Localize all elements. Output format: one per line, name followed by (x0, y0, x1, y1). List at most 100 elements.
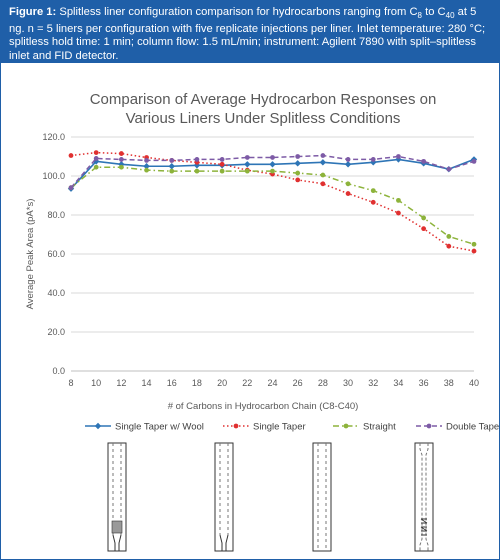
x-tick-label: 26 (293, 378, 303, 388)
y-axis-label: Average Peak Area (pA*s) (25, 199, 36, 310)
data-point (219, 157, 225, 162)
caption-sub-b: 40 (445, 11, 455, 21)
data-point (295, 170, 301, 176)
data-point (370, 157, 376, 162)
data-point (244, 161, 251, 168)
data-point (93, 164, 99, 170)
data-point (144, 167, 149, 173)
x-tick-label: 20 (217, 378, 227, 388)
data-point (471, 158, 477, 164)
data-point (93, 150, 99, 156)
data-point (370, 188, 376, 194)
x-tick-label: 32 (368, 378, 378, 388)
x-tick-label: 8 (68, 378, 73, 388)
data-point (68, 153, 74, 158)
data-point (344, 161, 352, 168)
legend-label: Double Taper Cyclo (446, 422, 499, 433)
data-point (471, 248, 477, 254)
x-axis-label: # of Carbons in Hydrocarbon Chain (C8-C4… (168, 401, 359, 412)
x-tick-label: 14 (142, 378, 152, 388)
data-point (219, 168, 225, 174)
data-point (446, 234, 452, 239)
straight-liner-icon (312, 442, 332, 552)
series-line (70, 154, 475, 189)
x-tick-label: 24 (267, 378, 277, 388)
x-tick-label: 10 (91, 378, 101, 388)
x-tick-label: 38 (444, 378, 454, 388)
data-point (319, 159, 327, 166)
y-tick-label: 100.0 (42, 171, 65, 181)
y-tick-label: 40.0 (47, 288, 65, 298)
data-point (194, 168, 200, 174)
x-tick-label: 30 (343, 378, 353, 388)
line-chart: Comparison of Average Hydrocarbon Respon… (25, 91, 499, 433)
x-tick-label: 22 (242, 378, 252, 388)
data-point (270, 155, 275, 160)
data-point (345, 191, 351, 196)
y-tick-label: 80.0 (47, 210, 65, 220)
caption-label: Figure 1: (9, 6, 57, 18)
x-tick-label: 28 (318, 378, 328, 388)
data-point (168, 163, 175, 170)
x-tick-label: 12 (116, 378, 126, 388)
legend: Single Taper w/ Wool Single Taper Straight… (85, 422, 499, 433)
data-point (345, 157, 351, 162)
y-tick-labels: 0.0 20.0 40.0 60.0 80.0 100.0 120.0 (42, 132, 65, 376)
x-tick-label: 40 (469, 378, 479, 388)
data-point (370, 199, 376, 205)
chart-title-line2: Various Liners Under Splitless Condition… (126, 110, 401, 127)
series-line (70, 166, 475, 245)
grid (71, 136, 474, 372)
data-point (295, 154, 301, 159)
data-point (320, 181, 326, 187)
x-tick-label: 18 (192, 378, 202, 388)
data-point (93, 156, 99, 161)
data-point (421, 215, 427, 221)
data-point (421, 158, 427, 164)
x-tick-label: 16 (167, 378, 177, 388)
legend-label: Straight (363, 422, 396, 433)
data-point (295, 177, 301, 183)
data-point (270, 168, 275, 174)
legend-marker (233, 423, 239, 429)
liner-diagrams (107, 442, 434, 552)
y-tick-label: 0.0 (52, 366, 65, 376)
caption-text-3: at 5 ng. n = 5 liners per configuration … (9, 6, 486, 63)
data-point (446, 243, 452, 249)
data-point (294, 160, 301, 167)
legend-label: Single Taper (253, 422, 306, 433)
data-point (320, 172, 326, 178)
legend-marker (343, 423, 349, 429)
caption-sub-a: 8 (417, 11, 422, 21)
data-point (118, 151, 124, 156)
series-group (67, 150, 478, 254)
data-point (68, 185, 74, 191)
data-point (194, 157, 200, 162)
caption-text-1: Splitless liner configuration comparison… (56, 6, 418, 18)
data-point (396, 210, 401, 216)
legend-marker (426, 423, 432, 429)
data-point (144, 158, 149, 163)
caption-text-2: to C (421, 6, 446, 18)
legend-label: Single Taper w/ Wool (115, 422, 204, 433)
data-point (169, 158, 175, 163)
data-point (118, 164, 124, 170)
y-tick-label: 120.0 (42, 132, 65, 142)
figure-caption: Figure 1: Splitless liner configuration … (1, 1, 499, 63)
data-point (244, 168, 250, 174)
x-tick-label: 34 (393, 378, 403, 388)
x-tick-labels: 8 10 12 14 16 18 20 22 24 26 28 30 32 34 36 38 40 (68, 378, 479, 388)
legend-marker (94, 422, 102, 430)
double-taper-cyclo-liner-icon (414, 442, 434, 552)
data-point (446, 166, 452, 172)
single-taper-wool-liner-icon (107, 442, 127, 552)
y-tick-label: 60.0 (47, 249, 65, 259)
data-point (421, 226, 427, 232)
data-point (169, 168, 175, 174)
data-point (396, 197, 401, 203)
y-tick-label: 20.0 (47, 327, 65, 337)
chart-title-line1: Comparison of Average Hydrocarbon Respon… (90, 91, 437, 108)
data-point (219, 161, 225, 167)
data-point (269, 161, 276, 168)
